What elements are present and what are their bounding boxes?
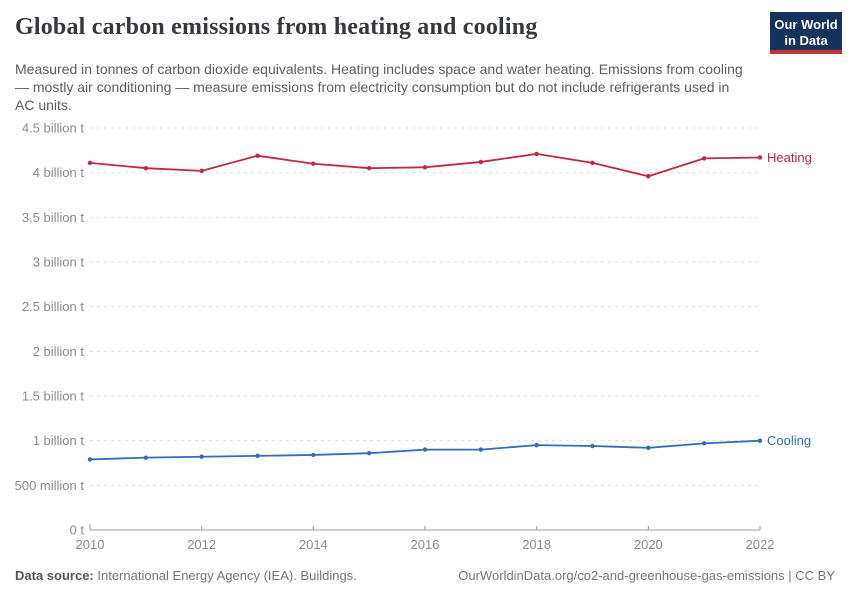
owid-logo-line1: Our World: [774, 17, 838, 32]
data-point-heating: [143, 166, 149, 171]
y-axis-label: 4.5 billion t: [22, 121, 85, 136]
x-axis-label: 2010: [76, 537, 105, 552]
data-point-heating: [534, 151, 539, 157]
series-label-heating: Heating: [767, 150, 812, 165]
y-axis-label: 3.5 billion t: [22, 210, 85, 225]
data-point-cooling: [478, 447, 484, 452]
x-axis-label: 2022: [746, 537, 775, 552]
y-axis-label: 2 billion t: [33, 344, 85, 359]
y-axis-label: 3 billion t: [33, 255, 85, 270]
data-source-note: Data source: International Energy Agency…: [15, 568, 357, 583]
data-point-cooling: [366, 450, 372, 456]
data-point-heating: [701, 156, 707, 161]
chart-subtitle: Measured in tonnes of carbon dioxide equ…: [15, 61, 743, 114]
data-point-cooling: [590, 443, 595, 449]
data-point-heating: [255, 153, 260, 158]
owid-logo: Our World in Data: [770, 12, 842, 54]
data-point-heating: [87, 160, 93, 166]
data-point-heating: [478, 159, 484, 165]
data-point-cooling: [199, 454, 204, 459]
data-point-cooling: [534, 442, 539, 448]
owid-logo-line2: in Data: [784, 33, 828, 49]
data-point-cooling: [757, 438, 763, 443]
data-point-heating: [757, 155, 763, 160]
data-point-cooling: [311, 452, 316, 458]
footer-citation-link[interactable]: OurWorldinData.org/co2-and-greenhouse-ga…: [458, 568, 835, 583]
data-point-cooling: [87, 457, 93, 462]
series-label-cooling: Cooling: [767, 433, 811, 448]
y-axis-label: 0 t: [70, 523, 85, 538]
x-axis-label: 2016: [411, 537, 440, 552]
y-axis-label: 1.5 billion t: [22, 389, 85, 404]
data-point-heating: [199, 168, 204, 174]
data-point-heating: [366, 166, 372, 171]
chart-footer: Data source: International Energy Agency…: [15, 568, 835, 583]
data-point-heating: [311, 161, 316, 166]
y-axis-label: 1 billion t: [33, 433, 85, 448]
data-point-cooling: [255, 453, 260, 459]
x-axis-label: 2012: [187, 537, 216, 552]
data-point-cooling: [143, 455, 149, 460]
data-point-cooling: [646, 445, 651, 451]
x-axis-label: 2020: [634, 537, 663, 552]
page-title: Global carbon emissions from heating and…: [15, 14, 538, 40]
data-source-text: International Energy Agency (IEA). Build…: [93, 568, 357, 583]
data-point-cooling: [422, 447, 428, 452]
y-axis-label: 4 billion t: [33, 165, 85, 180]
y-axis-label: 500 million t: [15, 478, 85, 493]
data-source-label: Data source:: [15, 568, 94, 583]
x-axis-label: 2018: [522, 537, 551, 552]
data-point-heating: [422, 165, 428, 170]
data-point-heating: [646, 174, 651, 179]
data-point-heating: [590, 160, 595, 166]
y-axis-label: 2.5 billion t: [22, 299, 85, 314]
data-point-cooling: [701, 441, 707, 446]
x-axis-label: 2014: [299, 537, 328, 552]
